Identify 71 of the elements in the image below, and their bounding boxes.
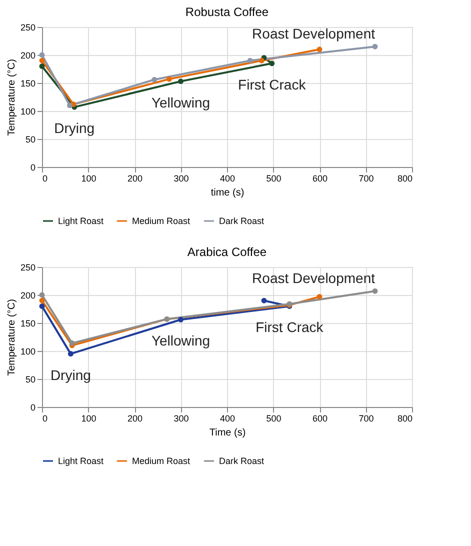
y-tick-label: 100 bbox=[20, 106, 36, 116]
point bbox=[261, 298, 267, 304]
x-tick-label: 300 bbox=[174, 414, 189, 424]
point bbox=[247, 58, 253, 64]
annotation: Roast Development bbox=[252, 270, 376, 286]
y-tick-label: 50 bbox=[25, 374, 36, 384]
x-tick-label: 800 bbox=[397, 414, 412, 424]
point bbox=[372, 288, 378, 294]
y-tick-label: 150 bbox=[20, 78, 36, 88]
legend-label: Medium Roast bbox=[132, 456, 191, 466]
legend-label: Dark Roast bbox=[219, 216, 265, 226]
legend-label: Medium Roast bbox=[132, 216, 191, 226]
point bbox=[68, 351, 74, 357]
point bbox=[269, 60, 275, 66]
x-tick-label: 300 bbox=[174, 174, 189, 184]
y-axis-title: Temperature (°C) bbox=[6, 299, 18, 376]
y-tick-label: 0 bbox=[30, 402, 36, 412]
annotation: Drying bbox=[50, 366, 91, 383]
point bbox=[39, 63, 45, 69]
x-tick-label: 100 bbox=[81, 174, 96, 184]
x-tick-label: 500 bbox=[266, 414, 282, 424]
annotation: Yellowing bbox=[151, 94, 210, 110]
point bbox=[39, 292, 45, 298]
point bbox=[67, 102, 72, 108]
annotation: Drying bbox=[54, 120, 95, 136]
point bbox=[316, 294, 322, 300]
annotation: First Crack bbox=[256, 319, 324, 336]
point bbox=[178, 316, 184, 322]
point bbox=[69, 340, 75, 346]
x-tick-label: 700 bbox=[358, 414, 374, 424]
x-axis-title: time (s) bbox=[210, 188, 244, 198]
y-tick-label: 250 bbox=[20, 22, 36, 32]
chart-title: Robusta Coffee bbox=[185, 5, 269, 19]
legend-label: Light Roast bbox=[58, 216, 104, 226]
point bbox=[316, 46, 322, 52]
x-tick-label: 800 bbox=[397, 174, 412, 184]
y-tick-label: 200 bbox=[20, 50, 36, 60]
point bbox=[39, 298, 45, 304]
annotation: Yellowing bbox=[151, 332, 210, 349]
x-tick-label: 500 bbox=[266, 174, 282, 184]
x-tick-label: 600 bbox=[312, 174, 328, 184]
point bbox=[39, 303, 45, 309]
y-axis-title: Temperature (°C) bbox=[6, 59, 18, 136]
x-tick-label: 400 bbox=[220, 174, 236, 184]
point bbox=[258, 58, 264, 64]
legend-label: Dark Roast bbox=[219, 456, 265, 466]
y-tick-label: 100 bbox=[20, 346, 36, 356]
point bbox=[372, 44, 378, 50]
x-tick-label: 0 bbox=[42, 414, 48, 424]
point bbox=[166, 76, 172, 82]
chart-title: Arabica Coffee bbox=[187, 245, 267, 259]
y-tick-label: 250 bbox=[20, 262, 36, 272]
x-tick-label: 0 bbox=[42, 174, 48, 184]
x-tick-label: 100 bbox=[81, 414, 96, 424]
legend-label: Light Roast bbox=[58, 456, 104, 466]
annotation: First Crack bbox=[238, 76, 307, 92]
x-axis-title: Time (s) bbox=[209, 428, 246, 438]
y-tick-label: 150 bbox=[20, 318, 36, 328]
y-tick-label: 200 bbox=[20, 290, 36, 300]
x-tick-label: 700 bbox=[358, 174, 374, 184]
annotation: Roast Development bbox=[252, 26, 376, 42]
x-tick-label: 200 bbox=[127, 174, 143, 184]
x-tick-label: 200 bbox=[127, 414, 143, 424]
y-tick-label: 50 bbox=[25, 134, 36, 144]
y-tick-label: 0 bbox=[30, 162, 36, 172]
point bbox=[152, 76, 158, 82]
x-tick-label: 400 bbox=[220, 414, 236, 424]
point bbox=[178, 78, 184, 84]
x-tick-label: 600 bbox=[312, 414, 328, 424]
point bbox=[39, 52, 45, 58]
point bbox=[39, 58, 45, 64]
